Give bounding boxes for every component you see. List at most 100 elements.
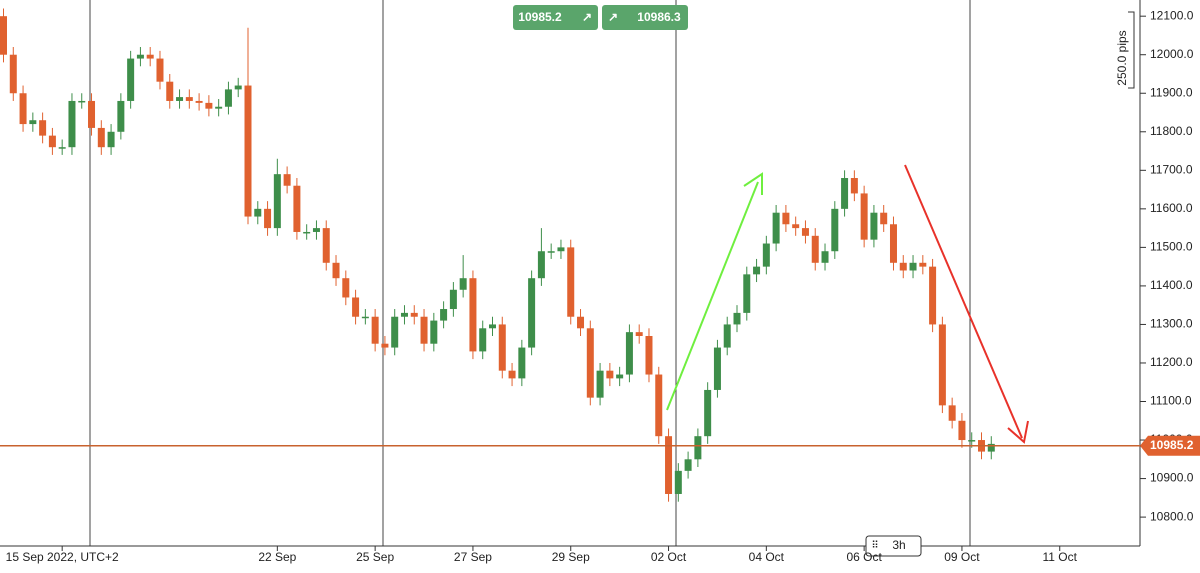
candle-body <box>88 100 96 128</box>
candle-body <box>146 54 154 59</box>
bid-icon: ↗ <box>582 10 592 24</box>
candle-body <box>283 174 291 186</box>
x-tick-label: 09 Oct <box>944 550 980 564</box>
candle-body <box>508 370 516 379</box>
candle-body <box>48 135 56 148</box>
candle-body <box>616 374 624 379</box>
candle-body <box>244 85 252 217</box>
candle-body <box>821 251 829 263</box>
current-price-tag <box>1140 435 1200 456</box>
y-tick-label: 10800.0 <box>1150 509 1194 523</box>
range-label: 250.0 pips <box>1115 30 1129 85</box>
candle-body <box>635 332 643 336</box>
x-tick-label: 02 Oct <box>651 550 687 564</box>
candle-body <box>107 131 115 148</box>
candle-body <box>909 262 917 271</box>
candle-body <box>449 289 457 310</box>
candle-body <box>870 212 878 240</box>
candle-body <box>479 328 487 352</box>
candle-body <box>293 185 301 232</box>
candle-body <box>713 347 721 390</box>
candle-body <box>831 208 839 252</box>
candle-body <box>361 316 369 319</box>
candle-body <box>694 436 702 460</box>
bid-price: 10985.2 <box>518 10 562 24</box>
candle-body <box>185 97 193 101</box>
candle-body <box>381 343 389 348</box>
y-tick-label: 11700.0 <box>1150 162 1193 176</box>
candle-body <box>968 440 976 442</box>
candle-body <box>518 347 526 379</box>
candle-body <box>322 228 330 263</box>
candle-body <box>469 278 477 352</box>
candle-body <box>567 247 575 317</box>
x-tick-label: 25 Sep <box>356 550 394 564</box>
candle-body <box>352 297 360 317</box>
candle-body <box>303 231 311 234</box>
candle-body <box>577 316 585 329</box>
bid-badge[interactable] <box>513 5 598 30</box>
candle-body <box>391 316 399 348</box>
candle-body <box>782 212 790 225</box>
candle-body <box>68 100 76 148</box>
candle-body <box>547 251 555 253</box>
candle-body <box>645 336 653 375</box>
candle-body <box>958 420 966 441</box>
up-arrow <box>666 181 759 411</box>
candle-body <box>948 405 956 421</box>
candle-body <box>400 312 408 317</box>
candle-body <box>596 370 604 398</box>
candle-body <box>97 127 105 148</box>
candle-body <box>215 106 223 109</box>
candle-body <box>498 324 506 371</box>
candle-body <box>430 320 438 344</box>
y-tick-label: 11300.0 <box>1150 317 1193 331</box>
x-tick-label: 27 Sep <box>454 550 492 564</box>
candle-body <box>528 278 536 348</box>
candle-body <box>850 178 858 194</box>
candle-body <box>264 208 272 229</box>
y-tick-label: 11200.0 <box>1150 355 1193 369</box>
ask-icon: ↗ <box>608 10 618 24</box>
timeframe-box[interactable] <box>865 535 922 557</box>
candle-body <box>176 97 184 101</box>
candle-body <box>557 247 565 252</box>
candle-body <box>205 102 213 109</box>
candle-body <box>117 100 125 132</box>
candle-body <box>919 262 927 267</box>
candle-body <box>684 459 692 471</box>
candle-body <box>860 193 868 240</box>
candle-body <box>234 85 242 90</box>
candle-body <box>723 324 731 348</box>
y-tick-label: 11500.0 <box>1150 240 1193 254</box>
y-tick-label: 11400.0 <box>1150 278 1193 292</box>
candle-body <box>166 81 174 101</box>
x-tick-label: 06 Oct <box>846 550 882 564</box>
candle-body <box>254 208 262 217</box>
candle-body <box>665 436 673 494</box>
down-arrow <box>904 164 1023 439</box>
ask-badge[interactable] <box>602 5 688 30</box>
x-tick-label: 15 Sep 2022, UTC+2 <box>6 550 119 564</box>
candle-body <box>655 374 663 437</box>
candle-body <box>29 120 37 125</box>
candle-body <box>938 324 946 406</box>
y-tick-label: 12000.0 <box>1150 47 1194 61</box>
current-price-label: 10985.2 <box>1150 438 1194 452</box>
candle-body <box>889 224 897 263</box>
candle-body <box>811 235 819 263</box>
candle-body <box>332 262 340 279</box>
plot <box>0 8 995 502</box>
candle-body <box>312 228 320 232</box>
y-tick-label: 10900.0 <box>1150 471 1194 485</box>
candle-body <box>674 470 682 494</box>
candle-body <box>606 370 614 379</box>
candle-body <box>342 278 350 298</box>
candle-body <box>929 266 937 325</box>
candle-body <box>78 100 86 103</box>
ask-price: 10986.3 <box>637 10 681 24</box>
candle-body <box>586 328 594 398</box>
candle-body <box>801 228 809 236</box>
candle-body <box>704 389 712 437</box>
